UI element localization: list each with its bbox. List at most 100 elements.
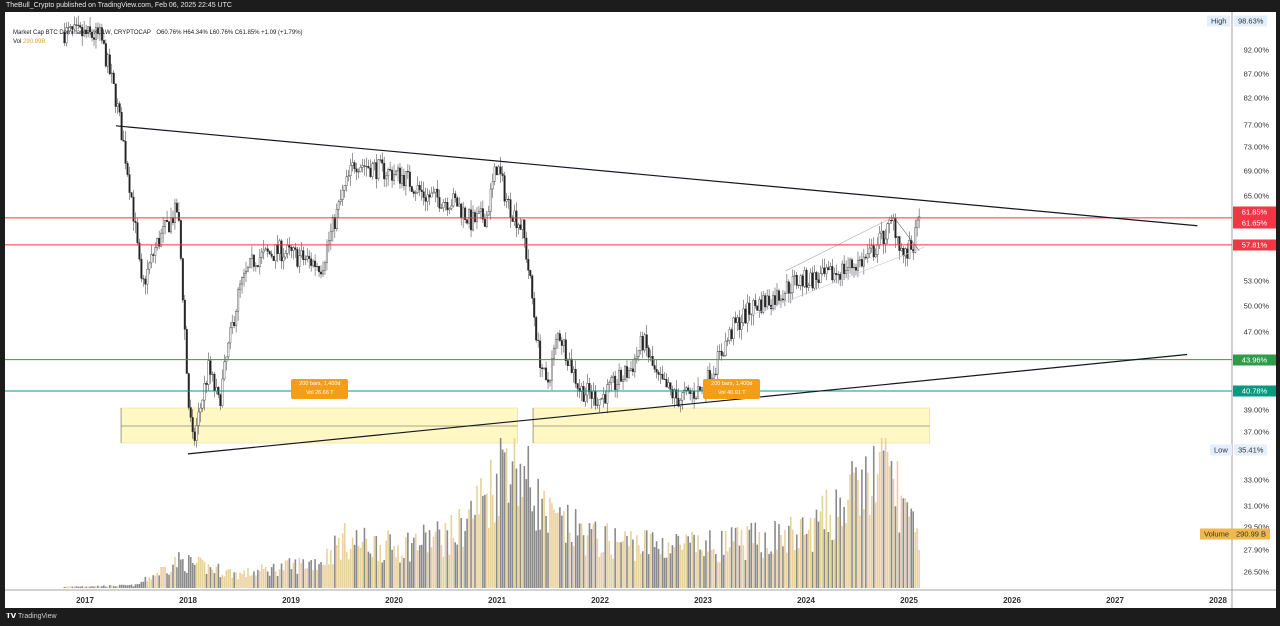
- volume-bar: [89, 586, 91, 588]
- legend-open: O60.76%: [156, 30, 182, 36]
- candle-body: [870, 245, 873, 249]
- trendline: [115, 125, 1198, 227]
- volume-bar: [590, 529, 593, 588]
- candle-body: [851, 259, 854, 269]
- candle-body: [776, 290, 779, 305]
- volume-bar: [713, 549, 715, 588]
- volume-bar: [245, 577, 247, 588]
- candle-body: [665, 379, 668, 388]
- price-axis-label: 33.00%: [1243, 475, 1269, 485]
- volume-bar: [424, 532, 427, 588]
- volume-bar: [525, 479, 528, 588]
- volume-bar: [478, 514, 480, 588]
- candle-body: [880, 230, 883, 234]
- candle-body: [211, 373, 214, 375]
- candle-body: [572, 368, 575, 373]
- footer-bar: 𝗧𝗩 TradingView: [0, 608, 1280, 626]
- date-range-label: 200 bars, 1,400d Vol 40.91 T: [703, 379, 761, 399]
- candle-body: [126, 163, 129, 175]
- candle-body: [637, 350, 640, 357]
- volume-bar: [452, 537, 455, 588]
- candle-body: [886, 223, 889, 240]
- volume-bar: [882, 450, 885, 588]
- volume-bar: [697, 535, 699, 588]
- symbol-title[interactable]: Market Cap BTC Dominance, %, 1W, CRYPTOC…: [13, 30, 151, 36]
- volume-bar: [308, 561, 310, 588]
- candle-body: [687, 387, 690, 391]
- volume-bar: [758, 532, 761, 588]
- legend-low: L60.76%: [209, 30, 234, 36]
- volume-bar: [657, 548, 660, 588]
- candle-body: [481, 208, 484, 220]
- volume-bar: [912, 511, 915, 588]
- candle-body: [742, 308, 745, 323]
- candle-body: [872, 245, 875, 258]
- volume-bar: [353, 544, 356, 588]
- volume-bar: [807, 529, 810, 588]
- range-vol-text: Vol 40.91 T: [717, 390, 746, 396]
- volume-bar: [624, 531, 626, 588]
- volume-bar: [748, 529, 751, 588]
- candle-body: [580, 386, 583, 392]
- candle-body: [774, 295, 777, 305]
- volume-bar: [278, 569, 281, 588]
- candle-body: [136, 222, 139, 244]
- candle-body: [369, 167, 372, 177]
- volume-bar: [813, 517, 816, 588]
- volume-bar: [918, 549, 920, 588]
- volume-bar: [124, 585, 127, 588]
- volume-bar: [480, 478, 482, 588]
- chart-frame[interactable]: Market Cap BTC Dominance, %, 1W, CRYPTOC…: [5, 12, 1276, 608]
- candle-body: [625, 366, 628, 378]
- volume-bar: [835, 489, 838, 588]
- candle-body: [827, 267, 830, 270]
- volume-bar: [641, 551, 644, 588]
- candle-body: [669, 382, 672, 390]
- candle-body: [314, 260, 317, 267]
- volume-bar: [788, 525, 790, 588]
- candle-body: [229, 327, 232, 344]
- price-chart[interactable]: [5, 12, 1276, 608]
- volume-bar: [645, 530, 648, 588]
- candle-body: [495, 166, 498, 176]
- candle-body: [860, 259, 863, 267]
- volume-bar: [118, 584, 121, 588]
- candle-body: [357, 171, 360, 173]
- volume-bar: [264, 566, 267, 588]
- candle-body: [337, 201, 340, 210]
- volume-bar: [197, 556, 200, 588]
- candle-body: [785, 281, 788, 294]
- volume-bar: [83, 586, 85, 588]
- volume-bar: [284, 560, 287, 588]
- candle-body: [335, 209, 338, 230]
- candle-body: [252, 254, 255, 267]
- volume-bar: [519, 463, 522, 588]
- volume-bar: [491, 494, 494, 588]
- candle-body: [517, 224, 520, 229]
- volume-bar: [322, 564, 324, 588]
- candle-body: [67, 27, 70, 29]
- volume-bar: [172, 564, 174, 588]
- volume-bar: [677, 535, 680, 588]
- tradingview-logo-icon: 𝗧𝗩: [6, 613, 17, 620]
- volume-bar: [730, 527, 733, 588]
- time-axis-label: 2019: [282, 596, 300, 605]
- candle-body: [266, 248, 269, 252]
- volume-bar: [659, 554, 662, 588]
- volume-bar: [709, 530, 711, 588]
- volume-bar: [109, 585, 111, 588]
- volume-bar: [580, 523, 583, 588]
- volume-bar: [555, 512, 557, 588]
- volume-bar: [128, 584, 131, 588]
- candle-body: [310, 258, 313, 266]
- level-price-tag: 43.96%: [1233, 354, 1276, 366]
- candle-body: [890, 220, 893, 222]
- candle-body: [777, 290, 780, 301]
- candle-body: [235, 311, 238, 326]
- candle-body: [359, 167, 362, 172]
- candle-body: [158, 237, 161, 247]
- candle-body: [223, 361, 226, 380]
- candle-body: [274, 244, 277, 261]
- volume-bar: [450, 515, 453, 588]
- candle-body: [349, 165, 352, 176]
